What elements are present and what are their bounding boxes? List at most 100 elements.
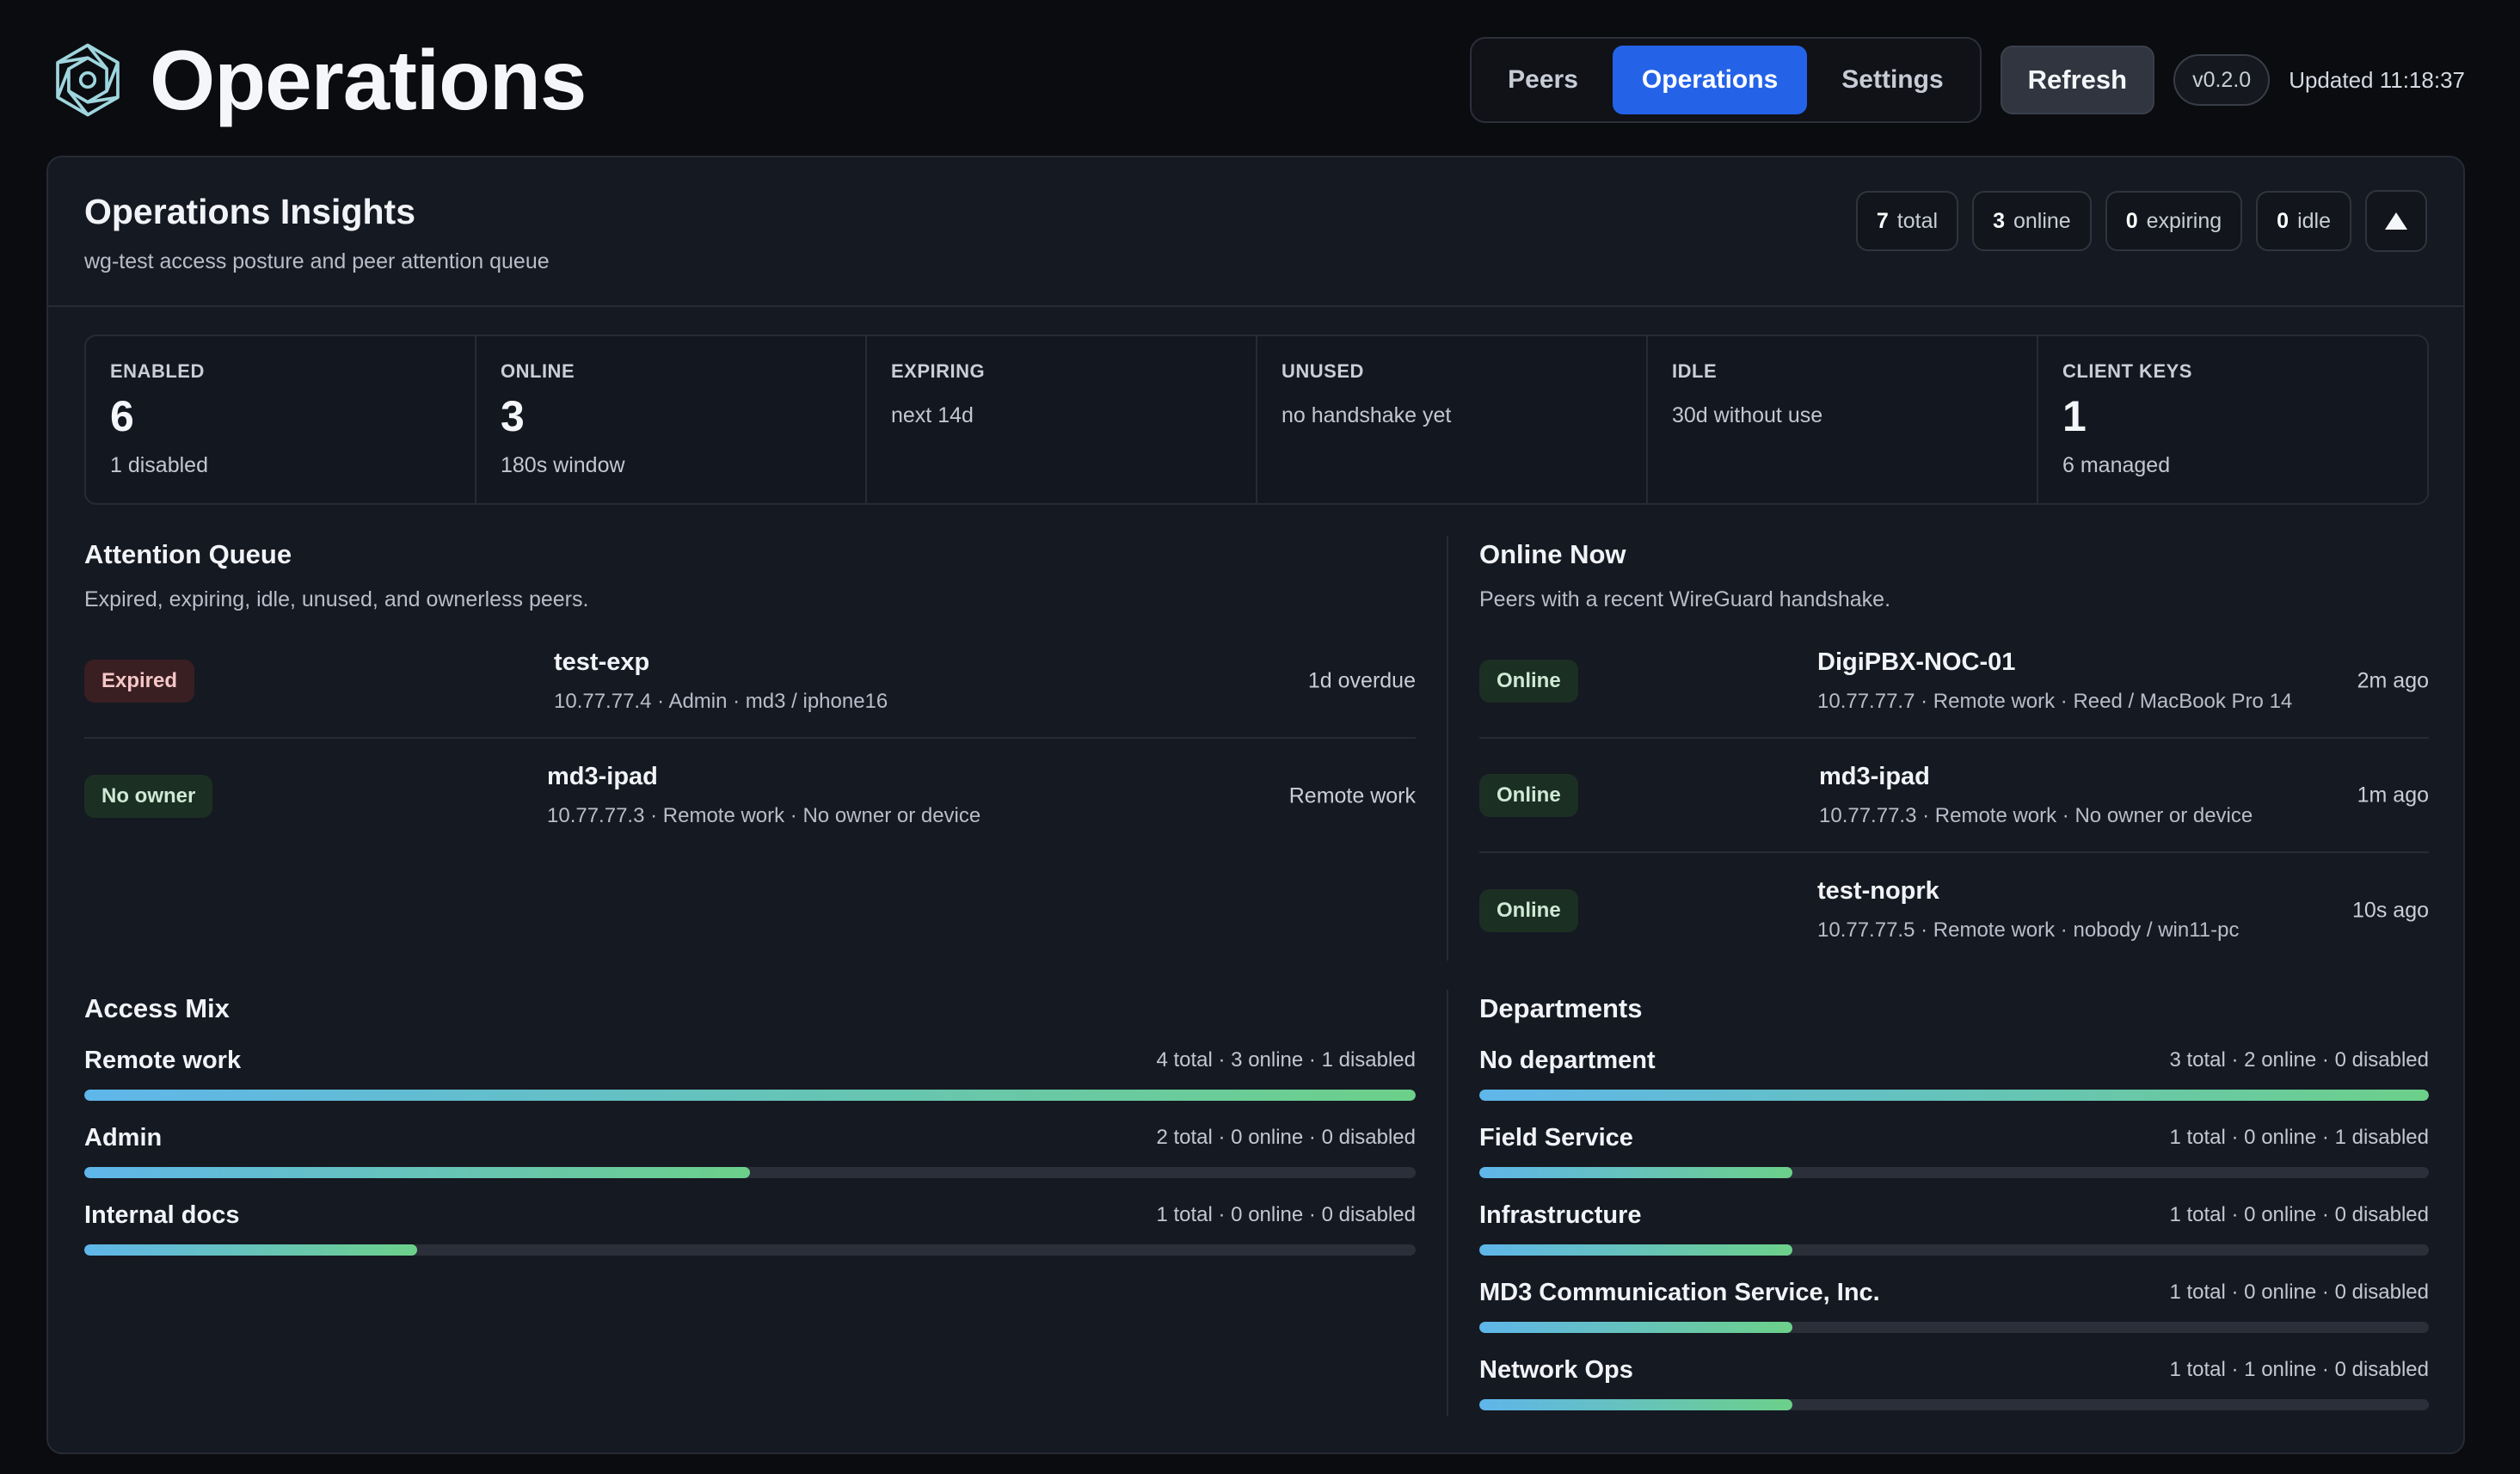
bar-name: Admin bbox=[84, 1124, 163, 1152]
status-badge: Online bbox=[1479, 773, 1578, 817]
header-controls: Peers Operations Settings Refresh v0.2.0… bbox=[1470, 37, 2465, 123]
bar-item: Field Service 1 total · 0 online · 1 disa… bbox=[1479, 1124, 2429, 1201]
bar-stats: 1 total · 0 online · 1 disabled bbox=[2169, 1126, 2429, 1149]
bar-stats: 3 total · 2 online · 0 disabled bbox=[2169, 1048, 2429, 1072]
list-item[interactable]: No owner md3-ipad 10.77.77.3 · Remote wo… bbox=[84, 739, 1416, 853]
stat-label: ENABLED bbox=[110, 360, 205, 382]
version-badge: v0.2.0 bbox=[2173, 54, 2271, 106]
card-subtitle: wg-test access posture and peer attentio… bbox=[84, 249, 550, 273]
bar-fill bbox=[1479, 1399, 1793, 1410]
status-badge: Expired bbox=[84, 659, 195, 703]
column-divider bbox=[1447, 990, 1448, 1416]
stat-enabled: ENABLED 6 1 disabled bbox=[86, 336, 476, 503]
collapse-button[interactable] bbox=[2365, 190, 2427, 252]
bar-track bbox=[84, 1244, 1416, 1256]
last-handshake: 10s ago bbox=[2352, 898, 2429, 922]
stat-unused: UNUSED no handshake yet bbox=[1257, 336, 1648, 503]
tab-peers[interactable]: Peers bbox=[1508, 65, 1578, 94]
peer-name: DigiPBX-NOC-01 bbox=[1817, 648, 2016, 676]
status-badge: Online bbox=[1479, 888, 1578, 932]
pill-label: expiring bbox=[2146, 208, 2222, 233]
stat-label: ONLINE bbox=[501, 360, 575, 382]
peer-meta: 10.77.77.5 · Remote work · nobody / win1… bbox=[1817, 918, 2240, 942]
list-item[interactable]: Online DigiPBX-NOC-01 10.77.77.7 · Remot… bbox=[1479, 624, 2429, 739]
section-title: Online Now bbox=[1479, 539, 1626, 569]
access-mix: Access Mix Remote work 4 total · 3 online… bbox=[84, 993, 1416, 1279]
bar-track bbox=[1479, 1090, 2429, 1101]
bar-item: MD3 Communication Service, Inc. 1 total ·… bbox=[1479, 1279, 2429, 1356]
bar-name: Field Service bbox=[1479, 1124, 1633, 1152]
pill-count: 7 bbox=[1876, 208, 1889, 233]
peer-meta: 10.77.77.3 · Remote work · No owner or d… bbox=[1819, 804, 2253, 827]
section-title: Attention Queue bbox=[84, 539, 292, 569]
status-badge: Online bbox=[1479, 659, 1578, 703]
last-handshake: 2m ago bbox=[2357, 668, 2429, 692]
bar-item: Remote work 4 total · 3 online · 1 disabl… bbox=[84, 1047, 1416, 1124]
bar-fill bbox=[84, 1090, 1416, 1101]
peer-meta: 10.77.77.3 · Remote work · No owner or d… bbox=[547, 804, 981, 827]
bar-track bbox=[1479, 1167, 2429, 1178]
column-divider bbox=[1447, 536, 1448, 961]
pill-count: 0 bbox=[2277, 208, 2290, 233]
page-title: Operations bbox=[150, 33, 587, 127]
list-item[interactable]: Expired test-exp 10.77.77.4 · Admin · md… bbox=[84, 624, 1416, 739]
peer-name: md3-ipad bbox=[1819, 763, 1930, 790]
attention-queue: Attention Queue Expired, expiring, idle,… bbox=[84, 539, 1416, 853]
section-title: Departments bbox=[1479, 993, 1643, 1023]
card-header: Operations Insights wg-test access postu… bbox=[48, 157, 2463, 307]
bar-item: Admin 2 total · 0 online · 0 disabled bbox=[84, 1124, 1416, 1201]
pill-count: 3 bbox=[1993, 208, 2005, 233]
peer-meta: 10.77.77.7 · Remote work · Reed / MacBoo… bbox=[1817, 690, 2293, 713]
updated-timestamp: Updated 11:18:37 bbox=[2289, 66, 2465, 93]
attention-list: Expired test-exp 10.77.77.4 · Admin · md… bbox=[84, 624, 1416, 853]
last-handshake: 1m ago bbox=[2357, 783, 2429, 807]
bar-stats: 4 total · 3 online · 1 disabled bbox=[1156, 1048, 1416, 1072]
stat-value: 3 bbox=[501, 392, 525, 440]
stat-label: UNUSED bbox=[1282, 360, 1364, 382]
list-item[interactable]: Online md3-ipad 10.77.77.3 · Remote work… bbox=[1479, 739, 2429, 853]
row-status: 1d overdue bbox=[1307, 668, 1416, 692]
wireguard-logo-icon bbox=[56, 43, 120, 117]
bar-name: Network Ops bbox=[1479, 1356, 1633, 1384]
pill-total: 7 total bbox=[1855, 191, 1959, 251]
bar-name: MD3 Communication Service, Inc. bbox=[1479, 1279, 1880, 1306]
pill-idle: 0 idle bbox=[2256, 191, 2351, 251]
bar-item: Network Ops 1 total · 1 online · 0 disabl… bbox=[1479, 1356, 2429, 1434]
bar-stats: 1 total · 0 online · 0 disabled bbox=[2169, 1203, 2429, 1226]
pill-label: idle bbox=[2297, 208, 2331, 233]
bar-track bbox=[1479, 1399, 2429, 1410]
card-title: Operations Insights bbox=[84, 192, 415, 231]
stat-hint: 1 disabled bbox=[110, 453, 208, 477]
stat-expiring: EXPIRING next 14d bbox=[867, 336, 1257, 503]
bar-fill bbox=[84, 1167, 750, 1178]
tab-operations[interactable]: Operations bbox=[1612, 46, 1808, 114]
chevron-up-icon bbox=[2385, 212, 2407, 230]
bar-fill bbox=[1479, 1090, 2429, 1101]
bar-item: No department 3 total · 2 online · 0 disa… bbox=[1479, 1047, 2429, 1124]
pill-count: 0 bbox=[2125, 208, 2138, 233]
stat-label: CLIENT KEYS bbox=[2062, 360, 2192, 382]
bar-track bbox=[1479, 1244, 2429, 1256]
bar-fill bbox=[1479, 1167, 1793, 1178]
stat-label: EXPIRING bbox=[891, 360, 986, 382]
section-title: Access Mix bbox=[84, 993, 230, 1023]
refresh-button[interactable]: Refresh bbox=[2000, 46, 2155, 114]
operations-insights-card: Operations Insights wg-test access postu… bbox=[46, 156, 2465, 1454]
section-subtitle: Peers with a recent WireGuard handshake. bbox=[1479, 587, 1891, 611]
bar-name: Infrastructure bbox=[1479, 1201, 1642, 1229]
pill-label: total bbox=[1896, 208, 1939, 233]
stat-hint: 180s window bbox=[501, 453, 625, 477]
bar-name: Internal docs bbox=[84, 1201, 240, 1229]
bar-item: Internal docs 1 total · 0 online · 0 disa… bbox=[84, 1201, 1416, 1279]
stats-strip: ENABLED 6 1 disabled ONLINE 3 180s windo… bbox=[84, 335, 2429, 505]
bar-name: No department bbox=[1479, 1047, 1656, 1074]
list-item[interactable]: Online test-noprk 10.77.77.5 · Remote wo… bbox=[1479, 853, 2429, 967]
bar-stats: 1 total · 1 online · 0 disabled bbox=[2169, 1358, 2429, 1381]
brand: Operations bbox=[48, 33, 587, 127]
bar-fill bbox=[1479, 1244, 1793, 1256]
bar-stats: 2 total · 0 online · 0 disabled bbox=[1156, 1126, 1416, 1149]
status-badge: No owner bbox=[84, 774, 213, 818]
tab-settings[interactable]: Settings bbox=[1841, 65, 1944, 94]
peer-name: md3-ipad bbox=[547, 763, 658, 790]
nav-tabs: Peers Operations Settings bbox=[1470, 37, 1982, 123]
